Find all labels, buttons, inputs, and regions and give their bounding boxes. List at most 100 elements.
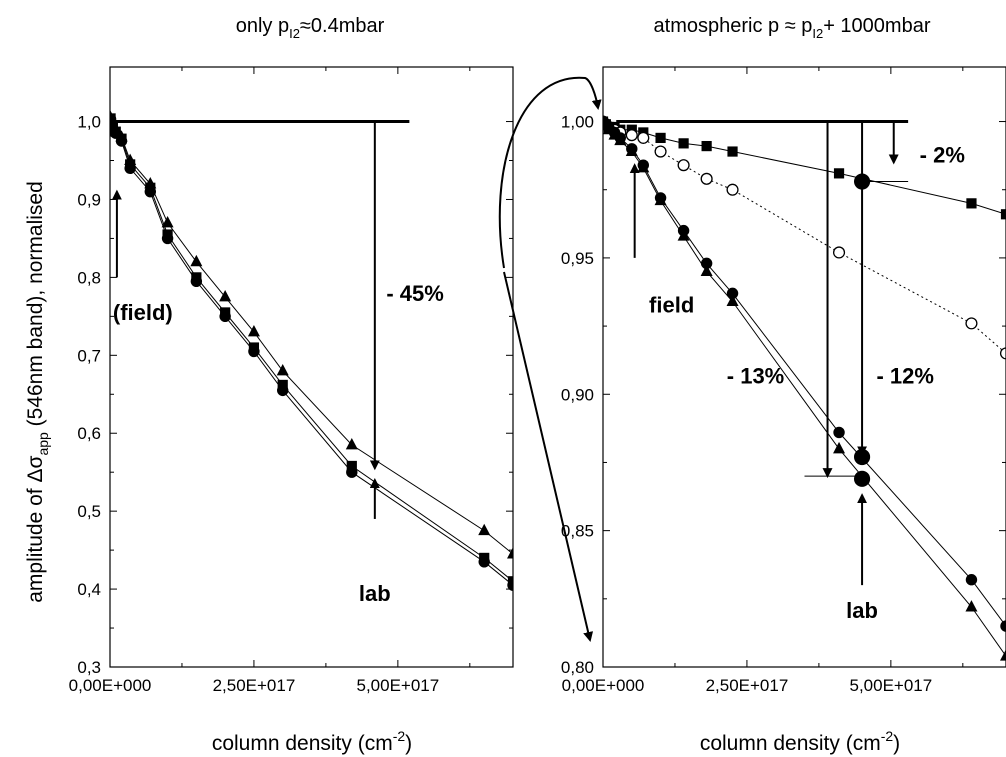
left-series-3-point: [220, 307, 231, 318]
right-x-axis-label: column density (cm-2): [700, 728, 900, 755]
right-series-1-point: [727, 146, 738, 157]
right-frame: [602, 66, 1006, 668]
left-series-1-point: [345, 438, 358, 450]
left-xlabel-close: ): [405, 732, 412, 755]
right-plot-content: 0,80 0,85 0,90 0,95 1,00 0,00E+000 2,50E+017 5,…: [561, 66, 1006, 695]
right-title-sub: I2: [812, 26, 823, 41]
left-series-1-point: [276, 363, 289, 376]
left-title-sub: I2: [289, 26, 300, 41]
right-plot-area: [603, 114, 1006, 661]
right-series-2-point: [700, 172, 713, 185]
right-series-3-point: [726, 287, 739, 300]
right-y-tick-label: 1,00: [561, 113, 594, 132]
right-series-3-point: [1000, 620, 1006, 632]
left-plot-area: [110, 110, 513, 591]
right-y-tick-label: 0,95: [561, 249, 594, 268]
left-annotation-lab: lab: [359, 581, 391, 606]
left-series-1-point: [161, 215, 174, 228]
right-x-tick-label: 5,00E+017: [849, 676, 932, 695]
left-plot-content: 0,3 0,4 0,5 0,6 0,7 0,8 0,9 1,0 0,00E+000 2,50E+0…: [69, 66, 514, 695]
left-y-tick-label: 0,5: [77, 502, 101, 521]
left-series-3-line: [110, 118, 513, 582]
right-annotation-field: field: [649, 292, 694, 317]
right-series-4-point: [965, 600, 978, 612]
right-series-4-point: [700, 264, 713, 277]
right-series-4-point: [726, 294, 739, 307]
left-y-tick-label: 0,8: [77, 268, 101, 287]
left-y-tick-label: 0,4: [77, 580, 101, 599]
right-series-2-point: [677, 159, 690, 172]
left-y-tick-label: 1,0: [77, 113, 101, 132]
right-panel-title: atmospheric p ≈ pI2+ 1000mbar: [654, 15, 931, 41]
right-annotation-12: - 12%: [876, 363, 933, 388]
left-y-tick-label: 0,6: [77, 424, 101, 443]
left-series-3-point: [479, 552, 490, 564]
right-series-4-point: [833, 441, 846, 454]
left-y-tick-label: 0,7: [77, 346, 101, 365]
left-series-3-point: [277, 379, 288, 391]
right-series-4-point: [654, 193, 667, 206]
left-series-3-point: [110, 126, 121, 137]
right-series-3-point: [833, 426, 845, 439]
right-series-1-point: [1000, 209, 1006, 220]
right-highlight-point: [853, 470, 871, 487]
right-series-2-point: [637, 131, 650, 144]
right-series-3-point: [965, 574, 978, 586]
left-series-2-line: [110, 119, 513, 586]
left-frame: [109, 66, 514, 668]
right-y-tick-label: 0,90: [561, 385, 594, 404]
right-y-tick-label: 0,80: [561, 658, 594, 677]
right-series-1-point: [966, 198, 977, 209]
y-axis-label-rest: (546nm band), normalised: [24, 181, 47, 432]
right-series-4-point: [625, 144, 638, 157]
connecting-arrow-down: [503, 271, 594, 642]
left-series-3-point: [507, 576, 513, 587]
left-series-1-point: [219, 289, 232, 302]
right-title-post: + 1000mbar: [823, 15, 931, 37]
right-series-1-point: [833, 168, 845, 179]
right-x-tick-label: 2,50E+017: [706, 676, 789, 695]
right-annotation-2: - 2%: [920, 142, 965, 167]
right-series-4-point: [603, 122, 615, 135]
y-axis-label: amplitude of Δσapp (546nm band), normali…: [24, 181, 51, 603]
right-series-2-point: [999, 347, 1006, 360]
left-y-tick-label: 0,3: [77, 658, 101, 677]
right-xlabel-sup: -2: [881, 728, 894, 744]
left-xlabel-sup: -2: [393, 728, 406, 744]
left-series-3-point: [116, 133, 127, 144]
left-title-post: ≈0.4mbar: [300, 15, 385, 37]
left-series-3-point: [125, 159, 136, 170]
right-series-1-point: [655, 132, 666, 144]
connecting-arrow: [498, 76, 602, 269]
left-annotation-field: (field): [113, 300, 173, 325]
right-series-2-line: [603, 121, 1006, 354]
left-series-1-point: [190, 254, 203, 267]
right-series-4-point: [614, 133, 627, 146]
right-series-4-point: [608, 128, 621, 140]
right-x-tick-label: 0,00E+000: [562, 676, 645, 695]
right-series-3-point: [700, 257, 713, 270]
left-series-3-point: [248, 342, 260, 353]
left-x-tick-label: 2,50E+017: [213, 676, 296, 695]
right-series-2-point: [625, 129, 638, 142]
right-series-2-point: [654, 145, 667, 158]
right-series-1-point: [678, 138, 689, 149]
right-y-tick-label: 0,85: [561, 522, 594, 541]
left-series-1-point: [247, 325, 260, 337]
left-series-3-point: [346, 460, 357, 472]
right-panel: atmospheric p ≈ pI2+ 1000mbar 0,800,850,…: [561, 15, 1006, 755]
right-title-pre: atmospheric p ≈ p: [654, 15, 813, 37]
right-annotation-13: - 13%: [727, 363, 784, 388]
left-series-3-point: [145, 182, 156, 193]
right-xlabel-close: ): [893, 732, 900, 755]
left-xlabel-main: column density (cm: [212, 732, 393, 755]
left-series-1-line: [110, 117, 513, 555]
right-series-4-point: [1000, 649, 1006, 661]
right-annotation-lab: lab: [846, 598, 878, 623]
left-title-pre: only p: [236, 15, 289, 37]
y-axis-label-main: amplitude of Δσ: [24, 456, 47, 603]
left-x-tick-label: 0,00E+000: [69, 676, 152, 695]
left-y-tick-label: 0,9: [77, 190, 101, 209]
right-series-2-point: [965, 317, 978, 330]
